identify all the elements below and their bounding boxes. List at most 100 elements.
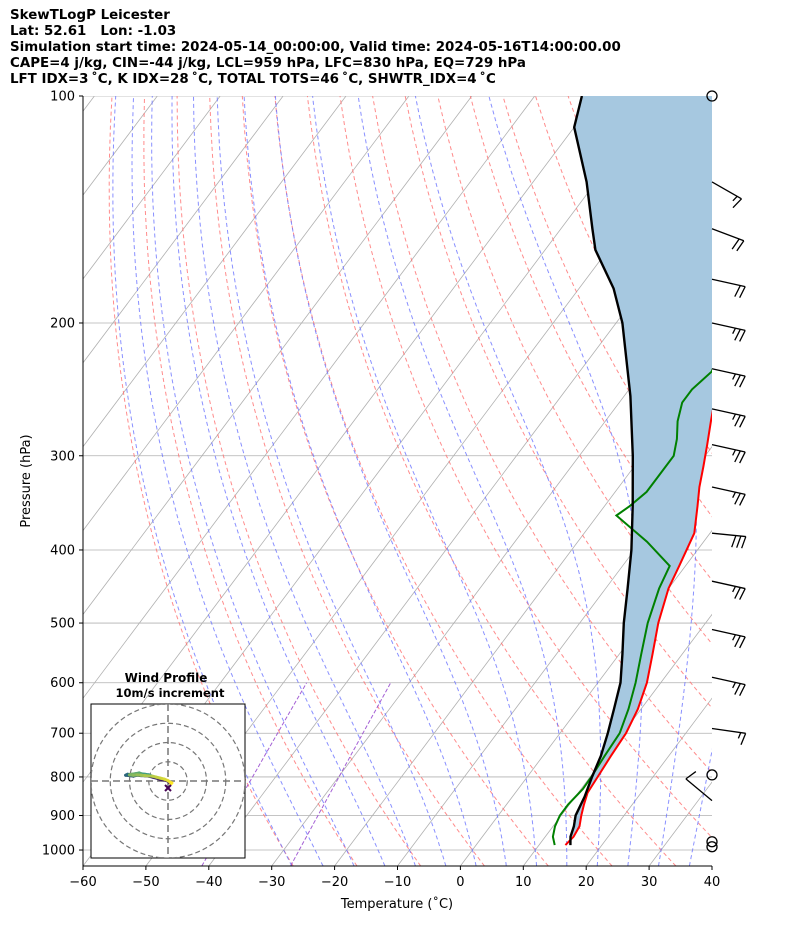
- wind-barb-flag: [739, 415, 746, 428]
- dry-adiabat-line: [697, 96, 712, 127]
- wind-barb-flag: [732, 449, 737, 456]
- wind-barb-flag: [734, 285, 741, 297]
- mixing-ratio-line: [290, 682, 392, 866]
- moist-adiabat-line: [274, 96, 507, 866]
- y-tick-label: 100: [50, 90, 75, 105]
- dry-adiabat-line: [143, 96, 358, 866]
- wind-barb-flag: [734, 492, 741, 505]
- wind-barb-flag: [739, 494, 746, 506]
- moist-adiabat-line: [131, 96, 324, 866]
- cape-area: [570, 96, 712, 837]
- wind-barb-flag: [739, 286, 746, 298]
- dry-adiabat-line: [176, 96, 422, 866]
- y-tick-label: 600: [50, 676, 75, 691]
- y-tick-label: 700: [50, 727, 75, 742]
- dry-adiabat-line: [731, 96, 794, 866]
- wind-barb-flag: [732, 195, 738, 202]
- isotherm-line: [585, 697, 712, 866]
- wind-barb-flag: [734, 683, 741, 695]
- isotherm-line: [711, 865, 712, 866]
- wind-barb-flag: [732, 491, 737, 499]
- x-tick-label: −30: [258, 875, 285, 890]
- location-line: Lat: 52.61 Lon: -1.03: [10, 24, 177, 40]
- index-line: LFT IDX=3 ˚C, K IDX=28 ˚C, TOTAL TOTS=46…: [10, 72, 496, 88]
- moist-adiabat-line: [720, 96, 794, 866]
- isotherm-line: [83, 96, 221, 280]
- wind-barb-flag: [736, 535, 742, 548]
- wind-barb-flag: [685, 771, 697, 780]
- time-line: Simulation start time: 2024-05-14_00:00:…: [10, 40, 621, 56]
- x-tick-label: 20: [578, 875, 595, 890]
- wind-barb-calm: [706, 90, 718, 102]
- isotherm-line: [83, 96, 536, 699]
- y-tick-label: 300: [50, 449, 75, 464]
- dry-adiabat-line: [274, 96, 613, 866]
- dry-adiabat-line: [241, 96, 549, 866]
- moist-adiabat-line: [193, 96, 416, 866]
- moist-adiabat-line: [312, 96, 537, 866]
- wind-barb-flag: [732, 586, 737, 593]
- dry-adiabat-line: [209, 96, 485, 866]
- moist-adiabat-line: [151, 96, 355, 866]
- wind-barb-flag: [734, 587, 741, 599]
- dry-adiabat-line: [306, 96, 677, 866]
- wind-barb-flag: [732, 413, 737, 420]
- moist-adiabat-line: [112, 96, 293, 866]
- x-tick-label: −60: [69, 875, 96, 890]
- x-tick-label: −40: [195, 875, 222, 890]
- temperature-line: [564, 409, 712, 846]
- x-tick-label: 40: [704, 875, 721, 890]
- dry-adiabat-line: [108, 96, 294, 866]
- hodograph-body: [91, 704, 245, 858]
- wind-barb-flag: [732, 634, 737, 641]
- wind-barb-flag: [739, 684, 746, 696]
- y-tick-label: 1000: [42, 844, 75, 859]
- wind-barb-flag: [734, 450, 741, 463]
- y-tick-label: 400: [50, 543, 75, 558]
- wind-barb-flag: [731, 535, 737, 548]
- wind-barb-flag: [740, 733, 747, 746]
- wind-barb-flag: [737, 732, 742, 739]
- isotherm-line: [83, 96, 410, 532]
- isotherm-line: [271, 278, 712, 866]
- y-axis-label: Pressure (hPa): [19, 434, 34, 527]
- wind-barb-flag: [739, 636, 746, 649]
- cape-line: CAPE=4 j/kg, CIN=-44 j/kg, LCL=959 hPa, …: [10, 56, 526, 72]
- wind-barb-flag: [736, 240, 745, 252]
- dry-adiabat-line: [437, 96, 712, 645]
- wind-barb-flag: [732, 373, 737, 380]
- y-tick-label: 900: [50, 809, 75, 824]
- hodograph-start-marker: [164, 784, 172, 792]
- dry-adiabat-line: [339, 96, 712, 839]
- wind-barb-flag: [739, 588, 746, 600]
- x-axis-label: Temperature (˚C): [340, 896, 453, 912]
- wind-barb-flag: [732, 682, 737, 689]
- wind-barb-flag: [731, 238, 740, 250]
- wind-barb-flag: [739, 330, 746, 342]
- parcel-line: [569, 96, 635, 846]
- wind-barb-calm: [706, 836, 718, 848]
- moist-adiabat-line: [171, 96, 386, 866]
- x-tick-label: −10: [384, 875, 411, 890]
- x-tick-label: 10: [515, 875, 532, 890]
- chart-header: SkewTLogP Leicester Lat: 52.61 Lon: -1.03…: [10, 8, 621, 88]
- wind-barb-flag: [732, 198, 742, 209]
- y-tick-label: 200: [50, 316, 75, 331]
- wind-barb-flag: [739, 451, 746, 464]
- isotherm-line: [334, 362, 712, 866]
- hodograph-title: Wind Profile: [125, 671, 208, 685]
- isotherm-line: [83, 96, 95, 112]
- chart-title: SkewTLogP Leicester: [10, 8, 170, 23]
- isotherm-line: [460, 529, 712, 866]
- moist-adiabat-line: [357, 96, 568, 866]
- wind-barb-flag: [741, 536, 747, 549]
- y-tick-label: 800: [50, 770, 75, 785]
- wind-barb-flag: [734, 635, 741, 648]
- wind-barb-flag: [734, 328, 741, 341]
- isotherm-line: [83, 96, 284, 364]
- x-tick-label: −50: [132, 875, 159, 890]
- moist-adiabat-line: [414, 96, 602, 866]
- wind-barb-flag: [734, 374, 741, 387]
- wind-barb-flag: [734, 414, 741, 427]
